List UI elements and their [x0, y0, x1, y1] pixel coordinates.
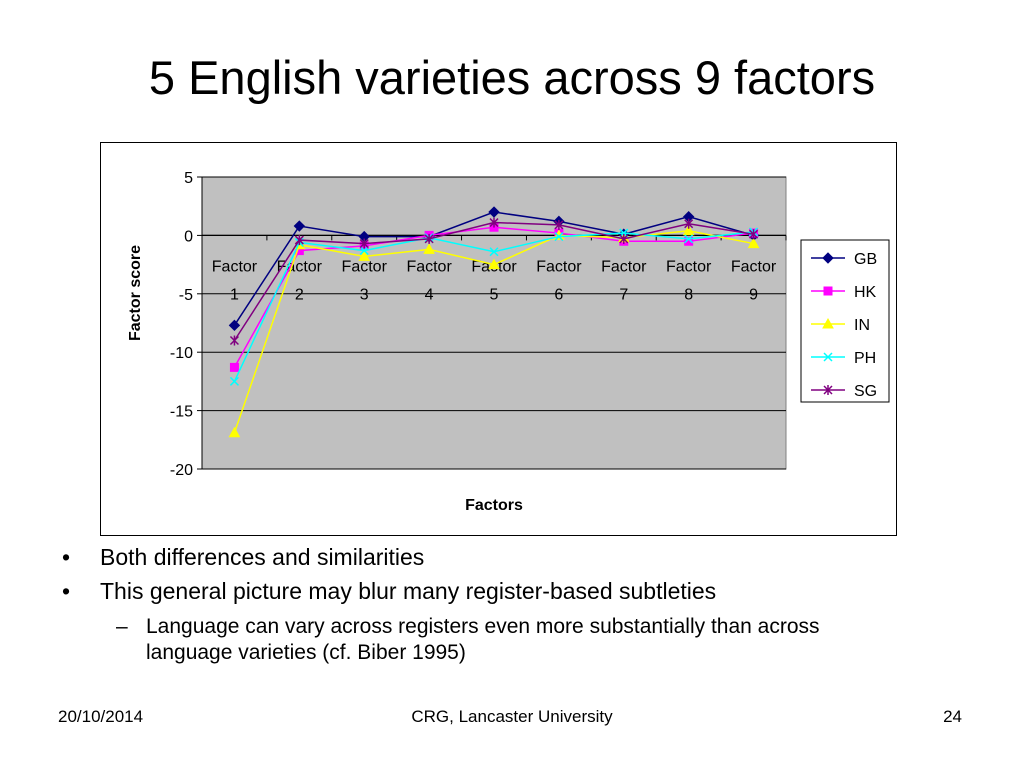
bullet-item: • Both differences and similarities — [58, 540, 978, 574]
legend-label: SG — [854, 383, 877, 400]
data-point — [747, 237, 760, 249]
legend: GB HK IN PH SG — [800, 239, 890, 403]
legend-item: PH — [811, 350, 876, 367]
marker-stroke — [684, 234, 694, 244]
data-point — [358, 250, 371, 261]
series-ph — [229, 227, 759, 386]
legend-item: HK — [811, 284, 877, 301]
data-point — [228, 426, 241, 438]
footer-date: 20/10/2014 — [58, 707, 144, 726]
legend-marker — [823, 352, 833, 362]
sub-bullet-text: Language can vary across registers even … — [146, 615, 820, 664]
legend-label: PH — [854, 350, 876, 367]
x-tick-label: Factor 9 — [731, 258, 777, 303]
marker-stroke — [359, 246, 369, 256]
data-point — [229, 362, 239, 372]
bullet-mark: • — [62, 544, 71, 570]
data-point — [684, 218, 694, 229]
slide-title: 5 English varieties across 9 factors — [148, 51, 876, 104]
y-tick-label: 0 — [184, 228, 193, 245]
data-point — [684, 234, 694, 244]
data-point — [554, 232, 564, 242]
legend-label: IN — [854, 317, 870, 334]
x-tick-label: Factor 1 — [212, 258, 258, 303]
y-tick-label: -15 — [170, 404, 193, 421]
data-point — [749, 229, 759, 240]
legend-marker — [822, 252, 834, 264]
x-tick-label: Factor 7 — [601, 258, 647, 303]
x-tick-label: Factor 3 — [342, 258, 388, 303]
legend-item: IN — [811, 317, 870, 334]
data-point — [554, 219, 564, 230]
x-tick-label: Factor 8 — [666, 258, 712, 303]
bullet-list: • Both differences and similarities • Th… — [58, 540, 978, 666]
data-point — [424, 233, 434, 244]
legend-item: GB — [811, 251, 877, 268]
data-point — [229, 376, 239, 386]
footer-page-number: 24 — [943, 707, 962, 726]
data-point — [359, 238, 369, 249]
x-tick-label: Factor 6 — [536, 258, 582, 303]
bullet-item: • This general picture may blur many reg… — [58, 574, 978, 608]
bullet-mark: • — [62, 578, 71, 604]
sub-bullet-mark: – — [116, 615, 128, 638]
series-sg — [229, 217, 759, 346]
bullet-text: Both differences and similarities — [100, 544, 425, 570]
data-point — [229, 335, 239, 346]
marker-stroke — [229, 376, 239, 386]
y-tick-label: -10 — [170, 345, 193, 362]
x-tick-label: Factor 4 — [406, 258, 452, 303]
legend-label: HK — [854, 284, 877, 301]
legend-marker — [823, 286, 833, 296]
data-point — [488, 258, 500, 270]
data-point — [489, 217, 499, 228]
data-point — [294, 235, 304, 246]
y-axis-title: Factor score — [127, 245, 144, 341]
data-point — [619, 233, 629, 244]
data-point — [293, 220, 306, 232]
data-point — [488, 206, 500, 218]
footer-organization: CRG, Lancaster University — [411, 707, 613, 726]
x-axis-title: Factors — [465, 497, 523, 514]
data-point — [228, 319, 241, 332]
legend-item: SG — [811, 383, 877, 400]
data-point — [682, 224, 695, 236]
data-point — [684, 236, 694, 246]
data-point — [359, 246, 369, 256]
chart-frame: 5 0 -5 -10 -15 -20 Factor 1 Factor 2 Factor 3 Factor… — [100, 142, 897, 536]
y-tick-label: -5 — [179, 287, 193, 304]
legend-marker — [823, 385, 833, 395]
sub-bullet-item: – Language can vary across registers eve… — [58, 614, 906, 666]
marker-stroke — [823, 352, 833, 362]
legend-box — [800, 239, 890, 403]
data-point — [489, 247, 499, 257]
y-tick-label: 5 — [184, 170, 193, 187]
legend-marker — [822, 317, 834, 329]
marker-stroke — [489, 247, 499, 257]
legend-label: GB — [854, 251, 877, 268]
marker-stroke — [554, 232, 564, 242]
data-point — [423, 243, 435, 254]
y-tick-label: -20 — [170, 462, 193, 479]
bullet-text: This general picture may blur many regis… — [100, 578, 717, 604]
